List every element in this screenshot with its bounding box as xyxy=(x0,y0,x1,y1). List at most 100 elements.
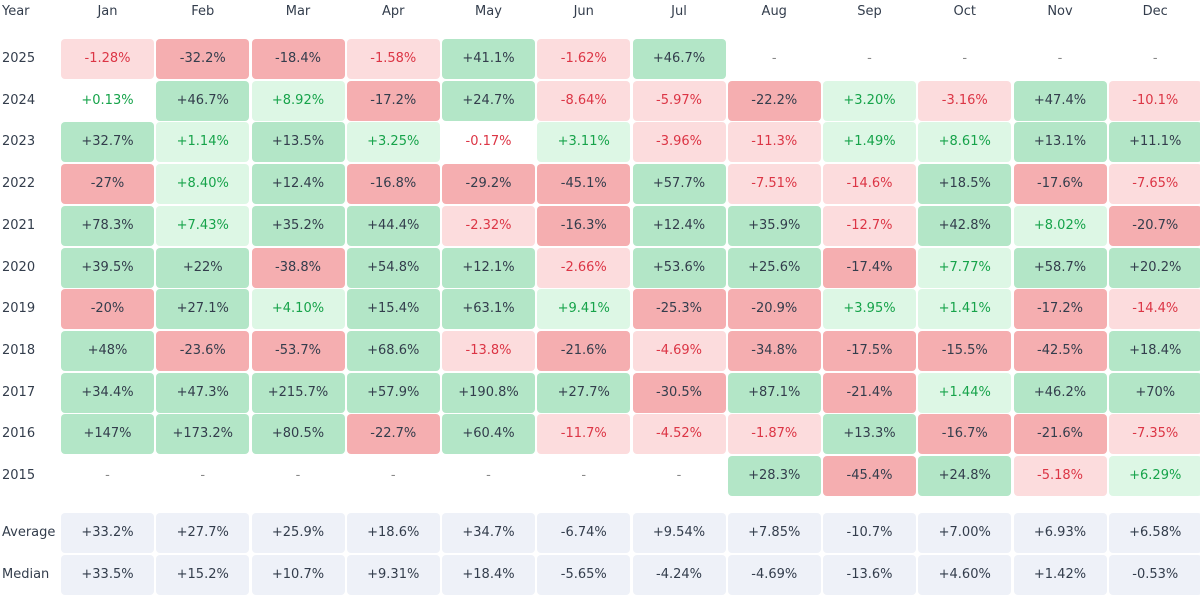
heatmap-cell-2018-jun: -21.6% xyxy=(537,331,631,371)
month-header-jun: Jun xyxy=(573,4,594,19)
year-column-header: Year xyxy=(2,4,30,19)
summary-cell-median-apr: +9.31% xyxy=(346,555,440,595)
heatmap-cell-2025-oct: - xyxy=(962,51,968,66)
summary-cell-median-mar: +10.7% xyxy=(251,555,345,595)
heatmap-cell-2018-oct: -15.5% xyxy=(918,331,1012,371)
summary-label-average: Average xyxy=(2,525,56,540)
summary-cell-median-feb: +15.2% xyxy=(156,555,250,595)
heatmap-cell-2019-aug: -20.9% xyxy=(727,289,821,329)
summary-label-median: Median xyxy=(2,567,50,582)
heatmap-cell-2024-feb: +46.7% xyxy=(156,81,250,121)
heatmap-cell-2015-feb: - xyxy=(200,468,206,483)
heatmap-cell-2018-jan: +48% xyxy=(61,331,154,371)
heatmap-cell-2016-may: +60.4% xyxy=(442,414,535,454)
heatmap-cell-2018-feb: -23.6% xyxy=(156,331,250,371)
heatmap-cell-2019-sep: +3.95% xyxy=(823,289,916,329)
heatmap-cell-2019-apr: +15.4% xyxy=(346,289,440,329)
heatmap-cell-2015-apr: - xyxy=(390,468,396,483)
month-header-may: May xyxy=(475,4,502,19)
heatmap-cell-2018-dec: +18.4% xyxy=(1108,331,1200,371)
heatmap-cell-2023-mar: +13.5% xyxy=(251,122,345,162)
heatmap-cell-2025-jul: +46.7% xyxy=(632,39,726,79)
heatmap-cell-2024-nov: +47.4% xyxy=(1013,81,1107,121)
summary-cell-median-nov: +1.42% xyxy=(1013,555,1107,595)
summary-cell-average-sep: -10.7% xyxy=(823,513,916,553)
summary-cell-median-jan: +33.5% xyxy=(61,555,154,595)
heatmap-cell-2015-oct: +24.8% xyxy=(918,456,1012,496)
year-label-2016: 2016 xyxy=(2,426,36,441)
heatmap-cell-2021-may: -2.32% xyxy=(442,206,535,246)
summary-cell-average-dec: +6.58% xyxy=(1108,513,1200,553)
heatmap-cell-2016-feb: +173.2% xyxy=(156,414,250,454)
heatmap-cell-2016-dec: -7.35% xyxy=(1108,414,1200,454)
heatmap-cell-2017-oct: +1.44% xyxy=(918,373,1012,413)
summary-cell-average-may: +34.7% xyxy=(442,513,535,553)
heatmap-cell-2015-jan: - xyxy=(105,468,110,483)
heatmap-cell-2024-jun: -8.64% xyxy=(537,81,631,121)
heatmap-cell-2022-jul: +57.7% xyxy=(632,164,726,204)
heatmap-cell-2016-sep: +13.3% xyxy=(823,414,916,454)
year-label-2019: 2019 xyxy=(2,301,36,316)
heatmap-cell-2022-jan: -27% xyxy=(61,164,154,204)
heatmap-cell-2018-mar: -53.7% xyxy=(251,331,345,371)
heatmap-cell-2021-feb: +7.43% xyxy=(156,206,250,246)
heatmap-cell-2024-aug: -22.2% xyxy=(727,81,821,121)
heatmap-cell-2019-oct: +1.41% xyxy=(918,289,1012,329)
summary-cell-median-aug: -4.69% xyxy=(727,555,821,595)
year-label-2018: 2018 xyxy=(2,343,36,358)
heatmap-cell-2019-jul: -25.3% xyxy=(632,289,726,329)
heatmap-cell-2016-aug: -1.87% xyxy=(727,414,821,454)
heatmap-cell-2018-apr: +68.6% xyxy=(346,331,440,371)
heatmap-cell-2020-apr: +54.8% xyxy=(346,248,440,288)
heatmap-cell-2018-aug: -34.8% xyxy=(727,331,821,371)
month-header-jul: Jul xyxy=(671,4,687,19)
summary-cell-median-dec: -0.53% xyxy=(1108,555,1200,595)
heatmap-cell-2023-sep: +1.49% xyxy=(823,122,916,162)
heatmap-cell-2025-jun: -1.62% xyxy=(537,39,631,79)
heatmap-cell-2016-apr: -22.7% xyxy=(346,414,440,454)
summary-cell-median-sep: -13.6% xyxy=(823,555,916,595)
heatmap-cell-2020-dec: +20.2% xyxy=(1108,248,1200,288)
heatmap-cell-2024-apr: -17.2% xyxy=(346,81,440,121)
heatmap-cell-2023-jul: -3.96% xyxy=(632,122,726,162)
heatmap-cell-2023-dec: +11.1% xyxy=(1108,122,1200,162)
heatmap-cell-2022-jun: -45.1% xyxy=(537,164,631,204)
heatmap-cell-2017-mar: +215.7% xyxy=(251,373,345,413)
heatmap-cell-2020-sep: -17.4% xyxy=(823,248,916,288)
year-label-2025: 2025 xyxy=(2,51,36,66)
heatmap-cell-2025-feb: -32.2% xyxy=(156,39,250,79)
year-label-2021: 2021 xyxy=(2,218,36,233)
heatmap-cell-2015-jun: - xyxy=(581,468,587,483)
month-header-dec: Dec xyxy=(1142,4,1168,19)
summary-cell-average-feb: +27.7% xyxy=(156,513,250,553)
heatmap-cell-2016-jan: +147% xyxy=(61,414,154,454)
heatmap-cell-2022-sep: -14.6% xyxy=(823,164,916,204)
heatmap-cell-2019-mar: +4.10% xyxy=(251,289,345,329)
heatmap-cell-2021-mar: +35.2% xyxy=(251,206,345,246)
heatmap-cell-2020-jan: +39.5% xyxy=(61,248,154,288)
heatmap-cell-2020-jun: -2.66% xyxy=(537,248,631,288)
summary-cell-average-jul: +9.54% xyxy=(632,513,726,553)
heatmap-cell-2022-feb: +8.40% xyxy=(156,164,250,204)
heatmap-cell-2024-mar: +8.92% xyxy=(251,81,345,121)
summary-cell-average-nov: +6.93% xyxy=(1013,513,1107,553)
heatmap-cell-2021-sep: -12.7% xyxy=(823,206,916,246)
heatmap-cell-2019-feb: +27.1% xyxy=(156,289,250,329)
heatmap-cell-2016-nov: -21.6% xyxy=(1013,414,1107,454)
heatmap-cell-2021-apr: +44.4% xyxy=(346,206,440,246)
heatmap-cell-2025-mar: -18.4% xyxy=(251,39,345,79)
heatmap-cell-2015-aug: +28.3% xyxy=(727,456,821,496)
month-header-jan: Jan xyxy=(97,4,118,19)
heatmap-cell-2023-feb: +1.14% xyxy=(156,122,250,162)
heatmap-cell-2023-aug: -11.3% xyxy=(727,122,821,162)
heatmap-cell-2020-mar: -38.8% xyxy=(251,248,345,288)
heatmap-cell-2022-oct: +18.5% xyxy=(918,164,1012,204)
heatmap-cell-2025-jan: -1.28% xyxy=(61,39,154,79)
heatmap-cell-2018-nov: -42.5% xyxy=(1013,331,1107,371)
summary-cell-average-mar: +25.9% xyxy=(251,513,345,553)
heatmap-cell-2021-jan: +78.3% xyxy=(61,206,154,246)
heatmap-cell-2023-nov: +13.1% xyxy=(1013,122,1107,162)
heatmap-cell-2017-feb: +47.3% xyxy=(156,373,250,413)
summary-cell-median-jun: -5.65% xyxy=(537,555,631,595)
